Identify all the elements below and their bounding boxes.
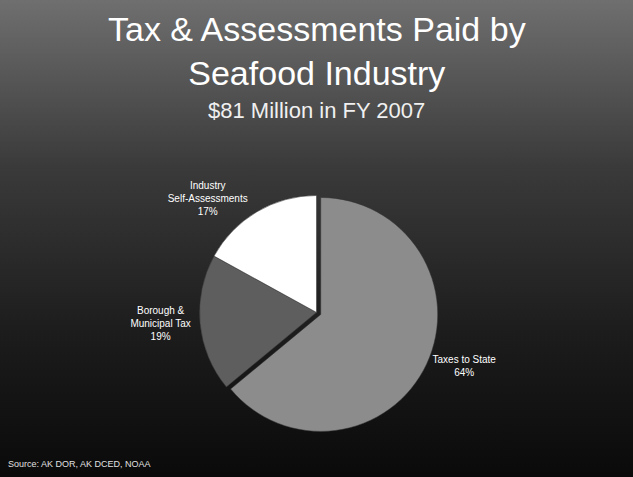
svg-text:Taxes to State64%: Taxes to State64%	[433, 354, 497, 378]
svg-text:IndustrySelf-Assessments17%: IndustrySelf-Assessments17%	[168, 180, 248, 217]
svg-text:Source: AK DOR, AK DCED, NOAA: Source: AK DOR, AK DCED, NOAA	[8, 459, 151, 469]
svg-text:$81 Million in FY 2007: $81 Million in FY 2007	[208, 98, 425, 123]
svg-text:Tax & Assessments Paid bySeafo: Tax & Assessments Paid bySeafood Industr…	[108, 10, 526, 92]
svg-text:Borough &Municipal Tax19%: Borough &Municipal Tax19%	[130, 305, 190, 342]
